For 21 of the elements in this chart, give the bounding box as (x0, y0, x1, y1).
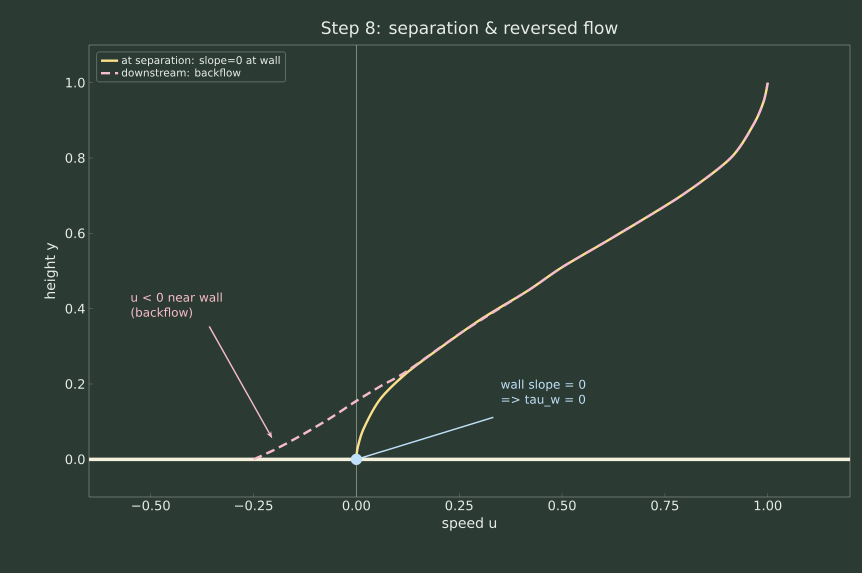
y-tick-label: 1.0 (66, 78, 85, 88)
x-axis-title: speed u (442, 517, 496, 531)
x-tick-label: 0.25 (446, 500, 473, 510)
x-tick-label: 0.50 (548, 500, 576, 510)
x-tick-label: −0.50 (132, 500, 170, 510)
chart-title: Step 8: separation & reversed flow (322, 21, 618, 38)
y-tick-label: 0.4 (66, 304, 85, 314)
x-tick-label: 0.75 (651, 500, 678, 510)
legend-label: downstream: backflow (122, 68, 241, 77)
y-tick-label: 0.6 (66, 228, 85, 238)
y-tick-label: 0.0 (66, 454, 85, 464)
annotation: wall slope = 0 => tau_w = 0 (501, 380, 586, 406)
x-tick-label: −0.25 (235, 500, 272, 510)
y-tick-label: 0.2 (66, 379, 84, 389)
y-axis-title: height y (44, 242, 58, 298)
annotation: u < 0 near wall (backflow) (131, 292, 222, 318)
x-tick-label: 1.00 (754, 500, 782, 510)
y-tick-label: 0.8 (66, 153, 85, 163)
x-tick-label: 0.00 (342, 500, 370, 510)
line-series (252, 81, 769, 461)
legend-label: at separation: slope=0 at wall (122, 56, 280, 66)
